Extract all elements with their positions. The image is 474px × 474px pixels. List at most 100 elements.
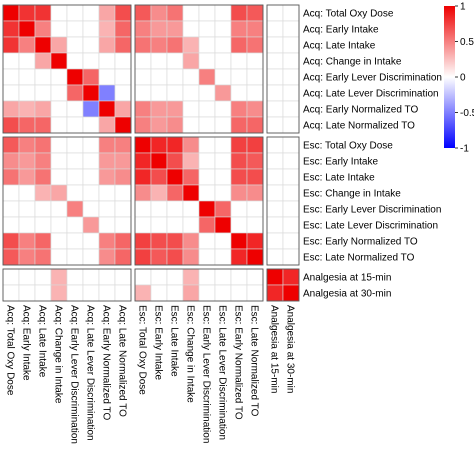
row-label-esc-late-normalized-to: Esc: Late Normalized TO [303, 253, 415, 264]
heatmap-cell [282, 4, 300, 22]
heatmap-cell [214, 136, 232, 154]
heatmap-cell [114, 248, 132, 266]
heatmap-cell [166, 184, 184, 202]
heatmap-cell [150, 268, 168, 286]
row-label-acq-change-in-intake: Acq: Change in Intake [303, 57, 402, 68]
heatmap-cell [66, 84, 84, 102]
heatmap-cell [166, 4, 184, 22]
heatmap-cell [182, 268, 200, 286]
heatmap-cell [134, 284, 152, 302]
heatmap-cell [66, 184, 84, 202]
heatmap-cell [66, 152, 84, 170]
heatmap-cell [50, 4, 68, 22]
heatmap-cell [66, 36, 84, 54]
heatmap-cell [134, 268, 152, 286]
column-label-esc-early-lever-discrimination: Esc: Early Lever Discrimination [201, 305, 212, 443]
heatmap-cell [18, 152, 36, 170]
row-label-esc-total-oxy-dose: Esc: Total Oxy Dose [303, 141, 393, 152]
heatmap-cell [2, 232, 20, 250]
heatmap-cell [34, 184, 52, 202]
heatmap-cell [34, 20, 52, 38]
heatmap-cell [182, 4, 200, 22]
heatmap-cell [198, 248, 216, 266]
heatmap-cell [282, 216, 300, 234]
column-label-esc-late-normalized-to: Esc: Late Normalized TO [249, 305, 260, 417]
heatmap-cell [282, 152, 300, 170]
heatmap-cell [98, 136, 116, 154]
heatmap-cell [134, 84, 152, 102]
block-frame [134, 136, 264, 266]
heatmap-cell [246, 152, 264, 170]
heatmap-cell [114, 84, 132, 102]
heatmap-cell [50, 100, 68, 118]
heatmap-cell [34, 200, 52, 218]
heatmap-cell [98, 284, 116, 302]
heatmap-cell [82, 52, 100, 70]
heatmap-cell [98, 232, 116, 250]
heatmap-cell [98, 68, 116, 86]
heatmap-cell [150, 116, 168, 134]
heatmap-cell [166, 168, 184, 186]
heatmap-cell [114, 200, 132, 218]
heatmap-cell [82, 84, 100, 102]
heatmap-cell [134, 216, 152, 234]
row-label-analgesia-at-15-min: Analgesia at 15-min [303, 273, 391, 284]
heatmap-cell [18, 36, 36, 54]
heatmap-cell [34, 36, 52, 54]
heatmap-cell [246, 168, 264, 186]
heatmap-cell [82, 68, 100, 86]
column-label-analgesia-at-15-min: Analgesia at 15-min [269, 305, 280, 393]
heatmap-cell [182, 68, 200, 86]
heatmap-cell [230, 68, 248, 86]
heatmap-cell [114, 168, 132, 186]
heatmap-cell [214, 20, 232, 38]
heatmap-cell [230, 4, 248, 22]
heatmap-cell [182, 216, 200, 234]
row-label-acq-early-normalized-to: Acq: Early Normalized TO [303, 105, 418, 116]
heatmap-cell [214, 4, 232, 22]
heatmap-cell [230, 84, 248, 102]
column-label-analgesia-at-30-min: Analgesia at 30-min [285, 305, 296, 393]
heatmap-cell [282, 116, 300, 134]
heatmap-cell [98, 216, 116, 234]
column-label-esc-change-in-intake: Esc: Change in Intake [185, 305, 196, 403]
heatmap-cell [230, 284, 248, 302]
heatmap-cell [214, 52, 232, 70]
heatmap-cell [18, 232, 36, 250]
heatmap-cell [66, 52, 84, 70]
heatmap-cell [266, 248, 284, 266]
heatmap-cell [50, 232, 68, 250]
heatmap-cell [82, 200, 100, 218]
heatmap-cell [214, 36, 232, 54]
heatmap-cell [230, 268, 248, 286]
column-label-acq-late-intake: Acq: Late Intake [37, 305, 48, 378]
heatmap-cell [182, 200, 200, 218]
heatmap-cell [18, 116, 36, 134]
heatmap-cell [182, 248, 200, 266]
heatmap-cell [66, 100, 84, 118]
heatmap-cell [2, 248, 20, 266]
heatmap-cell [114, 100, 132, 118]
heatmap-cell [214, 284, 232, 302]
heatmap-cell [198, 168, 216, 186]
heatmap-cell [114, 52, 132, 70]
heatmap-cell [2, 68, 20, 86]
color-legend-ticks: 1 0.5 0 -0.5 -1 [455, 2, 474, 155]
heatmap-cell [246, 4, 264, 22]
heatmap-cell [82, 36, 100, 54]
heatmap-cell [114, 36, 132, 54]
heatmap-cell [246, 268, 264, 286]
heatmap-cell [98, 52, 116, 70]
heatmap-cell [82, 100, 100, 118]
heatmap-cell [114, 184, 132, 202]
heatmap-cell [230, 36, 248, 54]
heatmap-cell [50, 168, 68, 186]
heatmap-cell [230, 184, 248, 202]
row-label-esc-early-intake: Esc: Early Intake [303, 157, 378, 168]
column-label-acq-late-lever-discrimination: Acq: Late Lever Discrimination [85, 305, 96, 441]
heatmap-cell [2, 100, 20, 118]
heatmap-cell [182, 152, 200, 170]
heatmap-cell [198, 284, 216, 302]
heatmap-cell [198, 268, 216, 286]
